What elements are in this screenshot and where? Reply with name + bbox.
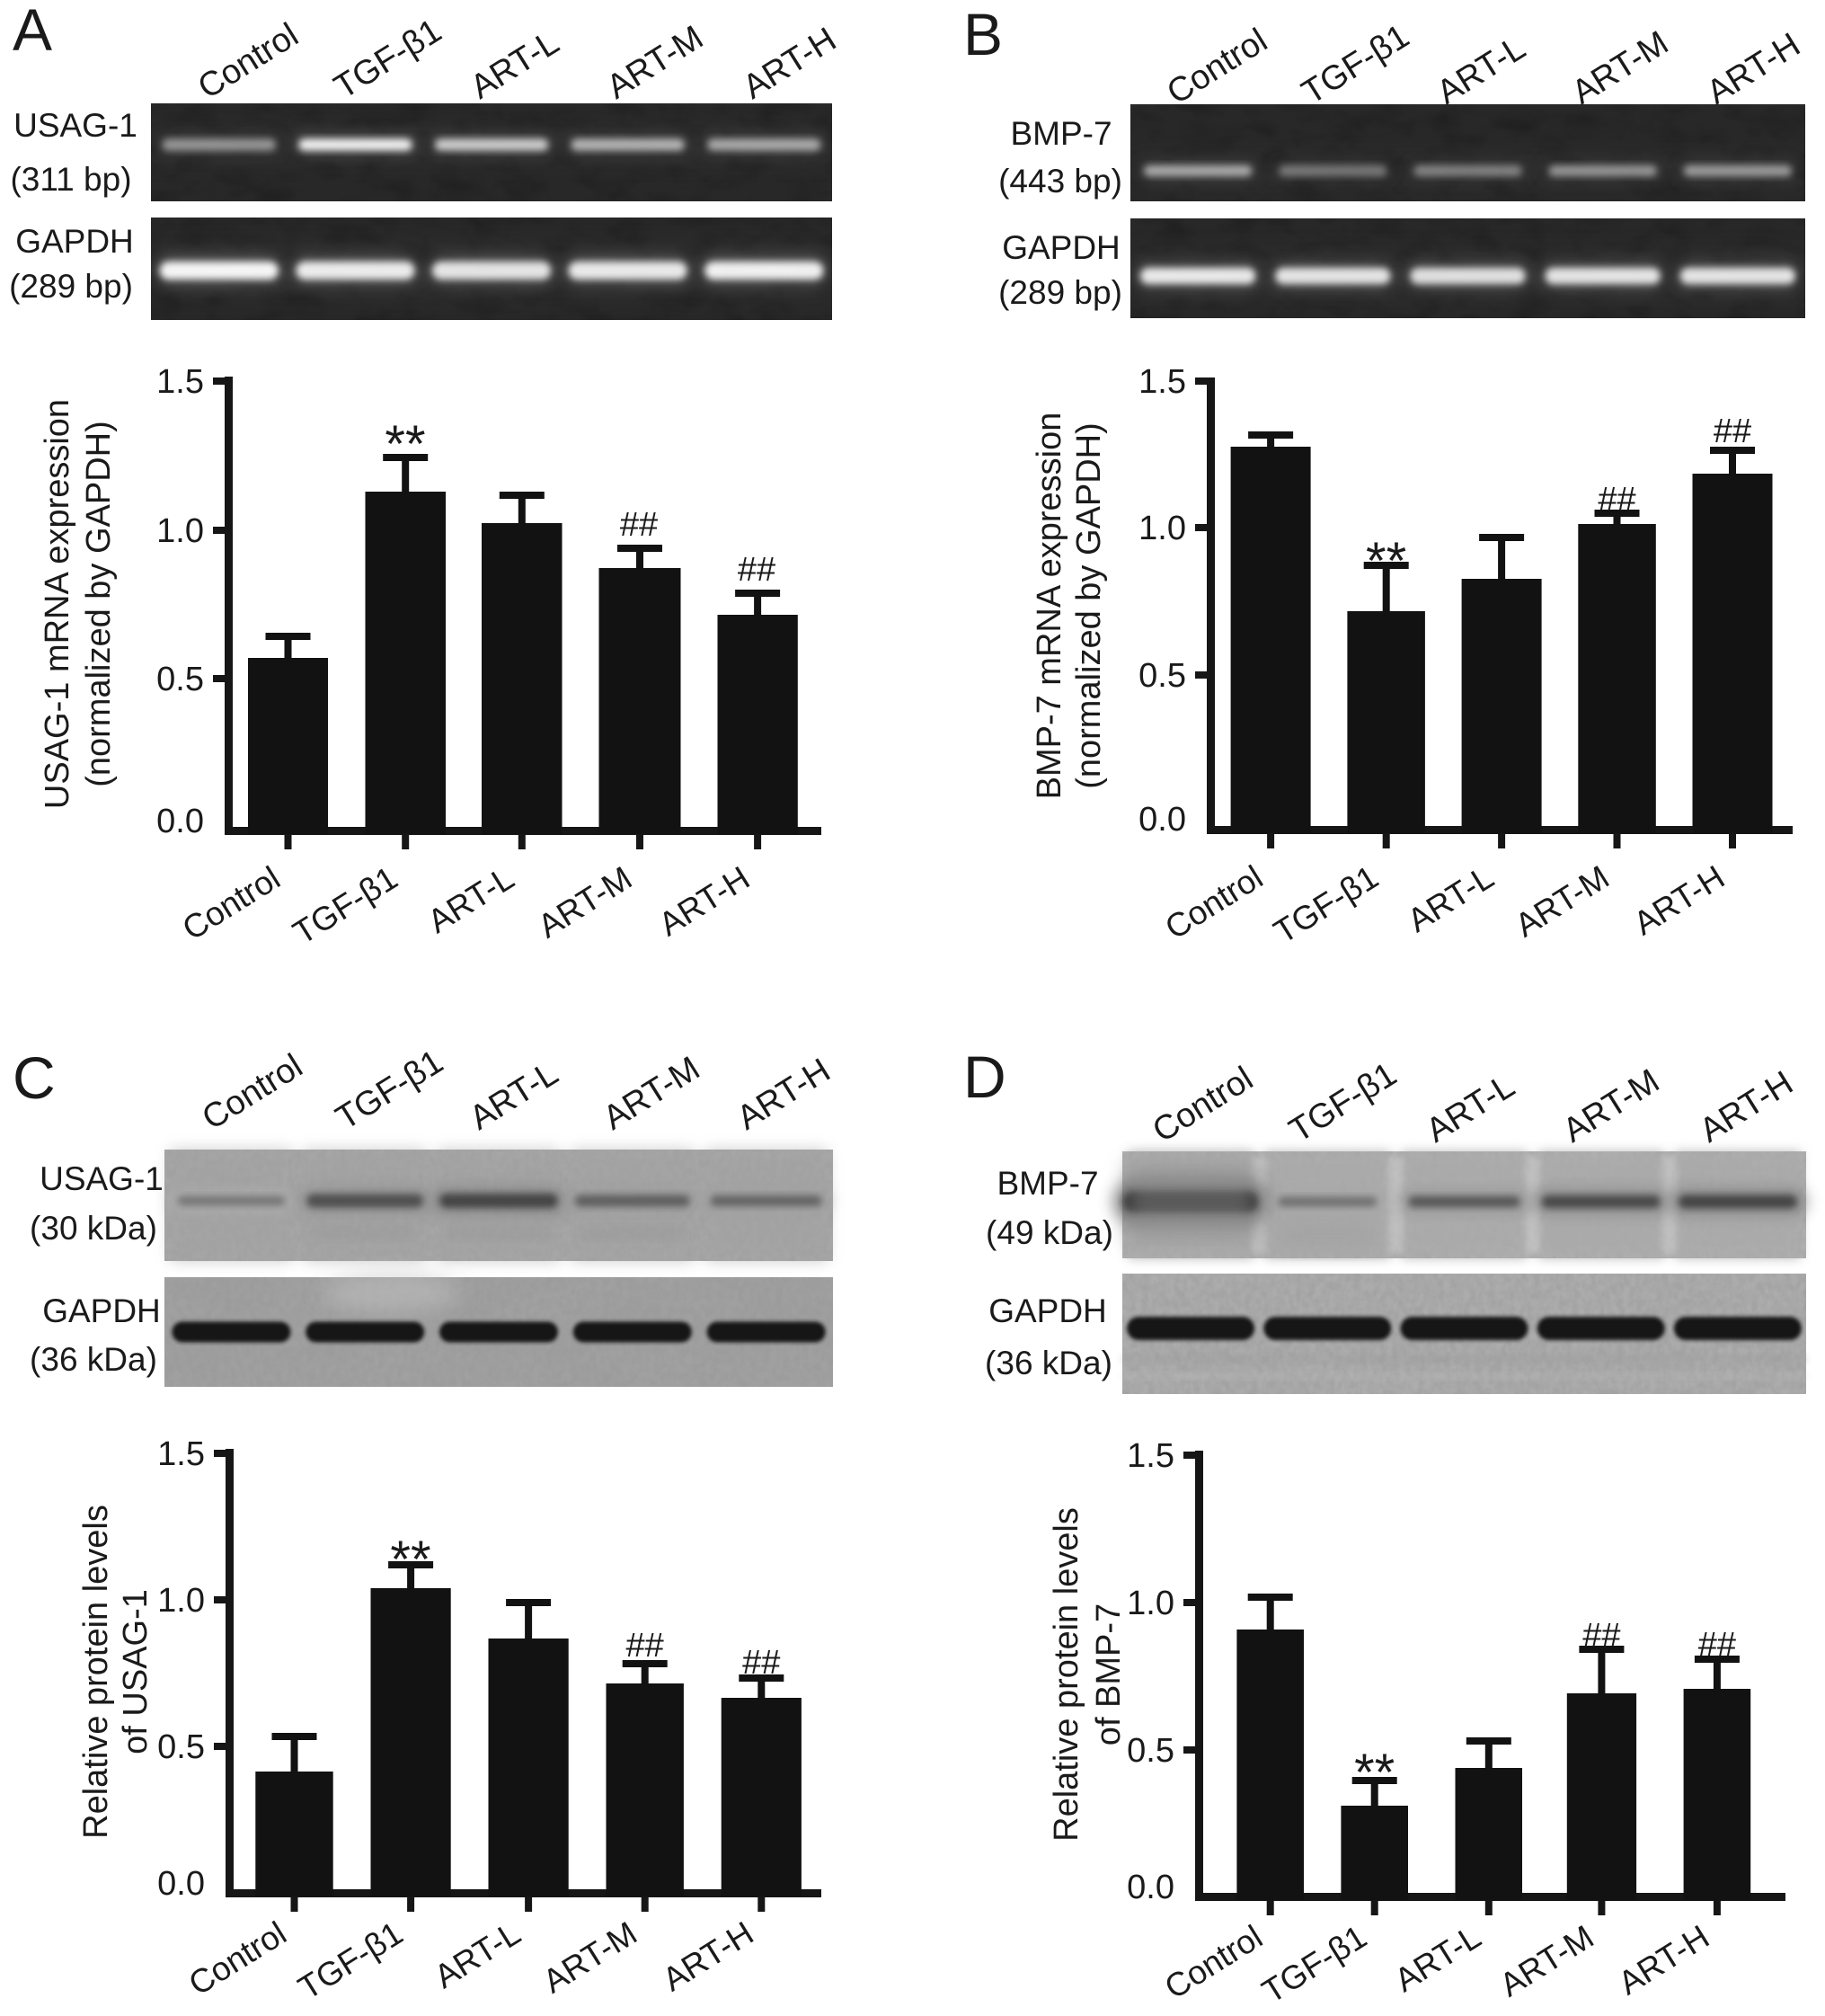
svg-text:##: ## xyxy=(738,551,775,589)
svg-text:0.5: 0.5 xyxy=(1138,657,1186,695)
svg-text:0.0: 0.0 xyxy=(157,1865,205,1903)
svg-text:of USAG-1: of USAG-1 xyxy=(117,1589,155,1754)
svg-text:C: C xyxy=(13,1044,56,1111)
svg-text:##: ## xyxy=(1598,481,1635,519)
svg-text:(49 kDa): (49 kDa) xyxy=(986,1214,1113,1251)
svg-text:0.0: 0.0 xyxy=(1127,1869,1174,1906)
svg-text:D: D xyxy=(963,1044,1006,1110)
svg-text:1.0: 1.0 xyxy=(156,512,204,550)
svg-text:##: ## xyxy=(626,1627,664,1665)
svg-text:**: ** xyxy=(390,1531,430,1589)
svg-text:(289 bp): (289 bp) xyxy=(9,268,133,305)
svg-text:(30 kDa): (30 kDa) xyxy=(30,1210,157,1247)
svg-text:BMP-7 mRNA expression: BMP-7 mRNA expression xyxy=(1031,413,1068,800)
svg-text:Relative protein levels: Relative protein levels xyxy=(77,1505,115,1839)
svg-text:USAG-1 mRNA expression: USAG-1 mRNA expression xyxy=(39,399,76,809)
svg-text:0.5: 0.5 xyxy=(1127,1732,1174,1770)
svg-text:1.5: 1.5 xyxy=(1127,1437,1174,1475)
svg-text:##: ## xyxy=(742,1644,780,1682)
svg-text:GAPDH: GAPDH xyxy=(15,223,134,260)
svg-text:1.5: 1.5 xyxy=(157,1435,205,1473)
svg-text:(443 bp): (443 bp) xyxy=(998,163,1122,200)
svg-text:(311 bp): (311 bp) xyxy=(10,161,131,198)
svg-text:##: ## xyxy=(1698,1626,1736,1664)
svg-text:(36 kDa): (36 kDa) xyxy=(30,1341,157,1378)
svg-text:##: ## xyxy=(1582,1617,1620,1655)
svg-text:0.0: 0.0 xyxy=(156,803,204,840)
svg-text:BMP-7: BMP-7 xyxy=(1010,115,1112,152)
svg-text:0.5: 0.5 xyxy=(157,1728,205,1766)
svg-text:1.0: 1.0 xyxy=(157,1582,205,1620)
svg-text:0.0: 0.0 xyxy=(1138,801,1186,839)
svg-text:(normalized by GAPDH): (normalized by GAPDH) xyxy=(80,421,118,787)
svg-text:USAG-1: USAG-1 xyxy=(13,107,137,144)
svg-text:1.0: 1.0 xyxy=(1127,1585,1174,1622)
svg-text:1.5: 1.5 xyxy=(156,363,204,401)
svg-text:B: B xyxy=(963,1,1003,67)
svg-text:GAPDH: GAPDH xyxy=(1002,229,1121,266)
svg-text:0.5: 0.5 xyxy=(156,661,204,698)
svg-text:A: A xyxy=(13,0,52,63)
svg-text:**: ** xyxy=(385,415,425,474)
svg-text:**: ** xyxy=(1354,1744,1395,1802)
svg-text:(36 kDa): (36 kDa) xyxy=(985,1345,1112,1381)
svg-text:GAPDH: GAPDH xyxy=(988,1292,1107,1329)
svg-text:1.5: 1.5 xyxy=(1138,363,1186,401)
svg-text:BMP-7: BMP-7 xyxy=(997,1165,1098,1202)
svg-text:**: ** xyxy=(1366,532,1406,591)
svg-text:USAG-1: USAG-1 xyxy=(40,1160,164,1197)
svg-text:(289 bp): (289 bp) xyxy=(998,274,1122,311)
svg-text:1.0: 1.0 xyxy=(1138,510,1186,547)
svg-text:(normalized by GAPDH): (normalized by GAPDH) xyxy=(1070,422,1108,789)
svg-text:of BMP-7: of BMP-7 xyxy=(1090,1603,1128,1745)
svg-text:Relative protein levels: Relative protein levels xyxy=(1048,1507,1085,1842)
svg-text:GAPDH: GAPDH xyxy=(42,1292,161,1329)
svg-text:##: ## xyxy=(1714,413,1751,450)
svg-text:##: ## xyxy=(620,506,658,544)
